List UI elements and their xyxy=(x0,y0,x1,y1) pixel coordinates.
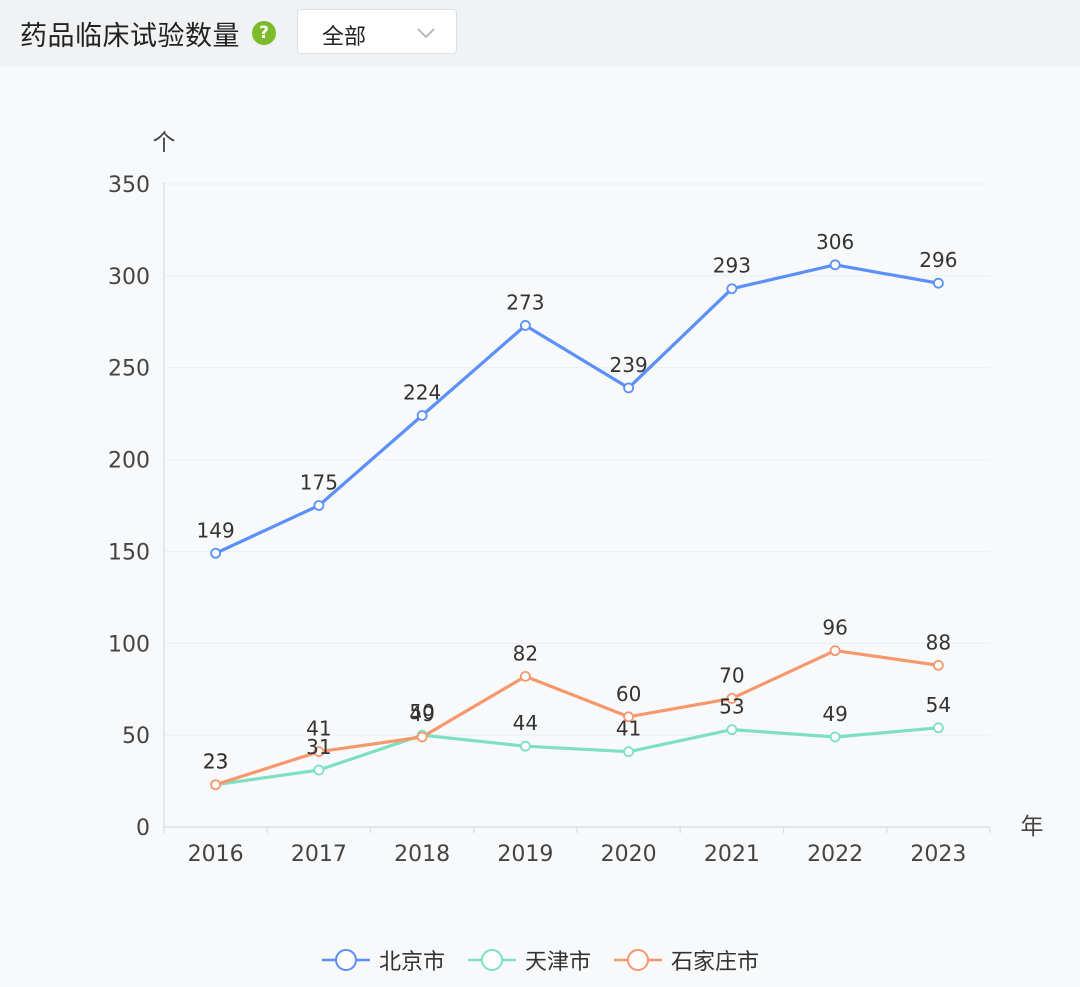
data-point xyxy=(623,746,635,758)
region-select-dropdown[interactable]: 全部 xyxy=(297,9,457,54)
data-label: 149 xyxy=(197,518,235,542)
question-circle-icon[interactable]: ? xyxy=(252,21,276,45)
y-tick-label: 50 xyxy=(122,724,150,749)
data-point xyxy=(623,382,635,394)
x-tick-label: 2020 xyxy=(601,842,657,867)
x-tick-label: 2016 xyxy=(188,842,244,867)
data-point xyxy=(519,740,531,752)
x-tick-label: 2018 xyxy=(394,842,450,867)
data-point xyxy=(313,746,325,758)
data-point xyxy=(313,764,325,776)
legend-item[interactable]: 北京市 xyxy=(321,944,445,976)
data-label: 224 xyxy=(403,380,441,404)
y-tick-label: 0 xyxy=(136,816,150,841)
data-point xyxy=(623,711,635,723)
legend-line-circle-icon xyxy=(614,949,662,971)
data-label: 239 xyxy=(610,353,648,377)
data-point xyxy=(416,731,428,743)
data-point xyxy=(932,722,944,734)
y-tick-label: 250 xyxy=(108,357,150,382)
y-tick-label: 200 xyxy=(108,449,150,474)
data-label: 293 xyxy=(713,254,751,278)
y-tick-label: 150 xyxy=(108,540,150,565)
legend-label: 石家庄市 xyxy=(671,950,760,975)
data-label: 53 xyxy=(719,695,744,719)
data-point xyxy=(726,724,738,736)
legend-item[interactable]: 天津市 xyxy=(467,944,591,976)
data-label: 23 xyxy=(203,750,228,774)
data-label: 41 xyxy=(306,717,331,741)
data-point xyxy=(829,731,841,743)
data-point xyxy=(932,277,944,289)
chevron-down-icon xyxy=(417,28,435,39)
legend-label: 北京市 xyxy=(378,950,445,975)
series-line-0 xyxy=(214,263,939,555)
data-label: 273 xyxy=(506,290,544,314)
data-point xyxy=(210,779,222,791)
data-label: 31 xyxy=(306,735,331,759)
x-axis-label: 年 xyxy=(1021,814,1044,840)
data-label: 306 xyxy=(816,230,854,254)
legend-line-circle-icon xyxy=(467,949,516,971)
y-tick-label: 300 xyxy=(108,265,150,290)
data-point xyxy=(932,659,944,671)
dropdown-selected-value: 全部 xyxy=(322,25,367,50)
data-label: 50 xyxy=(409,700,434,724)
data-label: 88 xyxy=(926,630,951,654)
legend-item[interactable]: 石家庄市 xyxy=(613,944,759,976)
x-tick-label: 2023 xyxy=(910,842,966,867)
data-label: 49 xyxy=(822,702,847,726)
data-label: 54 xyxy=(926,693,951,717)
data-point xyxy=(416,410,428,421)
data-label: 60 xyxy=(616,682,641,706)
x-tick-label: 2022 xyxy=(807,842,863,867)
data-point xyxy=(726,693,738,704)
data-label: 44 xyxy=(513,711,538,735)
y-axis-label: 个 xyxy=(153,130,176,156)
data-point xyxy=(829,259,841,271)
x-tick-label: 2019 xyxy=(497,842,553,867)
y-tick-label: 350 xyxy=(108,173,150,198)
data-label: 23 xyxy=(203,750,228,774)
data-point xyxy=(313,500,325,511)
legend-label: 天津市 xyxy=(524,950,591,975)
x-tick-label: 2021 xyxy=(704,842,760,867)
legend-line-circle-icon xyxy=(321,949,370,971)
data-label: 82 xyxy=(513,641,538,665)
series-line-2 xyxy=(215,648,939,787)
data-label: 49 xyxy=(409,702,434,726)
chart-legend: 北京市 天津市 石家庄市 xyxy=(0,940,1080,980)
series-line-1 xyxy=(215,726,939,787)
data-label: 96 xyxy=(822,616,847,640)
y-tick-label: 100 xyxy=(108,632,150,657)
x-tick-label: 2017 xyxy=(291,842,347,867)
data-label: 296 xyxy=(919,248,957,272)
data-label: 70 xyxy=(719,663,744,687)
data-point xyxy=(519,320,531,331)
data-label: 41 xyxy=(616,717,641,741)
header-bar: 药品临床试验数量 ? 全部 xyxy=(0,0,1080,66)
line-chart: 0 50 100 150 200 250 300 350 2016 2017 2018 2019 202… xyxy=(108,130,1044,867)
data-point xyxy=(210,547,222,559)
data-point xyxy=(829,645,841,657)
data-point xyxy=(519,670,531,682)
data-point xyxy=(726,283,738,295)
data-label: 175 xyxy=(300,471,338,495)
page-title: 药品临床试验数量 xyxy=(20,21,240,52)
